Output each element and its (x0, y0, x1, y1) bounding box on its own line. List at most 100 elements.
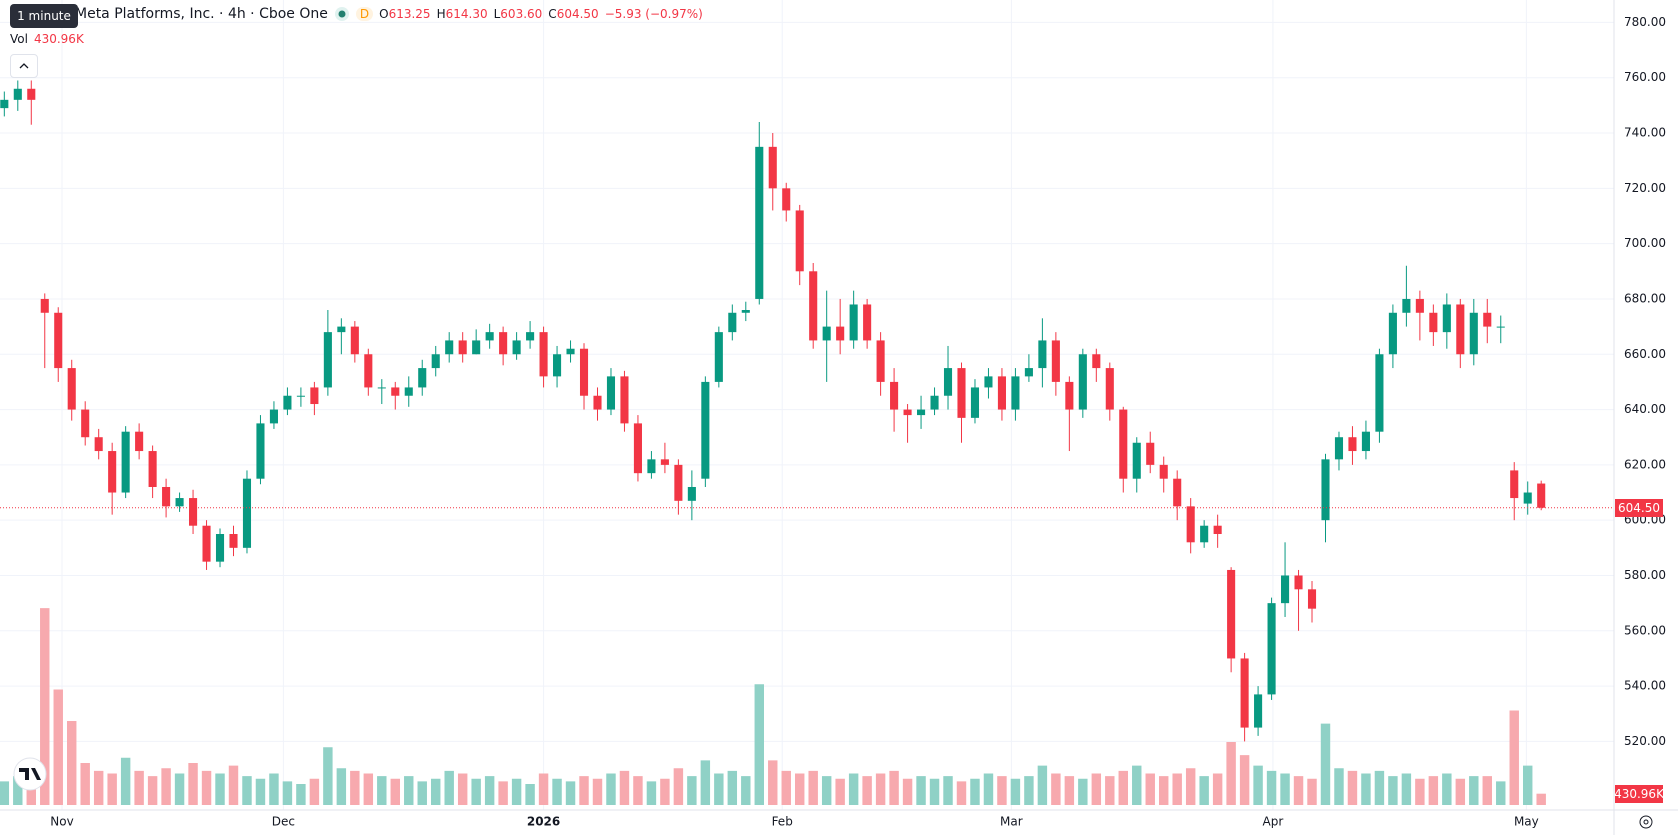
volume-bar (1293, 776, 1304, 805)
candle-body (1267, 603, 1276, 695)
volume-bar (296, 784, 306, 805)
candle-body (1173, 478, 1182, 507)
candle-body (148, 451, 157, 487)
volume-bar (889, 770, 899, 805)
volume-bar (781, 770, 791, 805)
candle-body (377, 387, 386, 389)
x-tick-label: Dec (272, 815, 295, 829)
candle-body (1361, 431, 1370, 452)
ohlc-key: C (548, 7, 557, 21)
settings-icon[interactable] (1639, 815, 1653, 829)
ohlc-value: 614.30 (445, 7, 488, 21)
y-tick-label: 540.00 (1624, 679, 1666, 693)
candle-body (296, 395, 305, 397)
volume-bar (1159, 776, 1169, 805)
volume-bar (754, 684, 764, 805)
volume-bar (687, 776, 697, 805)
candle-body (1402, 298, 1411, 313)
volume-bar (970, 778, 980, 805)
header: Meta Platforms, Inc. · 4h · Cboe One D O… (75, 6, 703, 22)
volume-bar (1185, 768, 1196, 805)
volume-bar (282, 781, 293, 805)
candle-body (863, 304, 872, 341)
volume-bar (1361, 773, 1371, 805)
candle-body (418, 368, 427, 388)
candle-body (1024, 368, 1033, 377)
candle-body (566, 348, 575, 355)
volume-bar (619, 770, 630, 805)
volume-bar (956, 781, 967, 805)
volume-bar (835, 778, 845, 805)
collapse-button[interactable] (10, 54, 38, 78)
candle-body (94, 437, 103, 452)
volume-bar (0, 781, 10, 805)
candle-body (67, 368, 76, 410)
volume-bar (498, 781, 508, 805)
volume-bar (67, 721, 77, 805)
volume-bar (363, 773, 374, 805)
volume-bar (1496, 781, 1506, 805)
volume-bar (1037, 765, 1048, 805)
volume-bar (1253, 765, 1263, 805)
volume-bar (1401, 773, 1412, 805)
volume-bar (1199, 776, 1209, 805)
candle-body (310, 387, 319, 405)
y-tick-label: 660.00 (1624, 347, 1666, 361)
candle-body (499, 332, 508, 355)
volume-bar (997, 776, 1007, 805)
candle-body (1186, 506, 1195, 543)
candle-body (1240, 658, 1249, 728)
y-tick-label: 760.00 (1624, 70, 1666, 84)
volume-bar (525, 784, 535, 805)
x-tick-label: Mar (1000, 815, 1023, 829)
candle-body (364, 354, 373, 388)
volume-bar (107, 773, 117, 805)
y-tick-label: 740.00 (1624, 126, 1666, 140)
logo (13, 757, 47, 791)
volume-bar (943, 776, 953, 805)
y-tick-label: 700.00 (1624, 236, 1666, 250)
candle-body (795, 210, 804, 272)
candle-body (337, 326, 346, 333)
candle-body (175, 498, 184, 507)
volume-bar (1118, 770, 1128, 805)
candle-body (0, 99, 9, 109)
candle-body (1254, 694, 1263, 728)
candle-body (957, 368, 966, 418)
candle-body (135, 431, 144, 452)
volume-bar (1132, 765, 1142, 805)
y-tick-label: 680.00 (1624, 291, 1666, 305)
volume-bar (606, 773, 616, 805)
volume-bar (1388, 776, 1398, 805)
volume-bar (983, 773, 994, 805)
candle-body (1011, 376, 1020, 410)
symbol-title[interactable]: Meta Platforms, Inc. · 4h · Cboe One (75, 6, 328, 22)
volume-bar (1374, 770, 1385, 805)
candle-body (997, 376, 1006, 410)
volume-bar (727, 770, 738, 805)
volume-bar (53, 689, 63, 805)
volume-bar (1105, 776, 1115, 805)
volume-bar (565, 781, 576, 805)
volume-bar (592, 778, 603, 805)
candle-body (755, 146, 764, 299)
candle-body (1415, 298, 1424, 313)
candle-body (121, 431, 130, 493)
volume-bar (134, 770, 144, 805)
ohlc-value: 604.50 (556, 7, 599, 21)
candle-body (458, 340, 467, 355)
candle-body (687, 486, 696, 501)
volume-bar (700, 760, 711, 805)
candle-body (323, 332, 332, 388)
candle-body (1348, 437, 1357, 452)
candle-body (890, 381, 899, 410)
candle-body (553, 354, 562, 377)
volume-bar (1307, 778, 1317, 805)
volume-bar (431, 778, 441, 805)
volume-bar (377, 776, 387, 805)
volume-bar (1024, 776, 1034, 805)
candle-body (40, 298, 49, 313)
x-tick-label: 2026 (527, 815, 560, 829)
